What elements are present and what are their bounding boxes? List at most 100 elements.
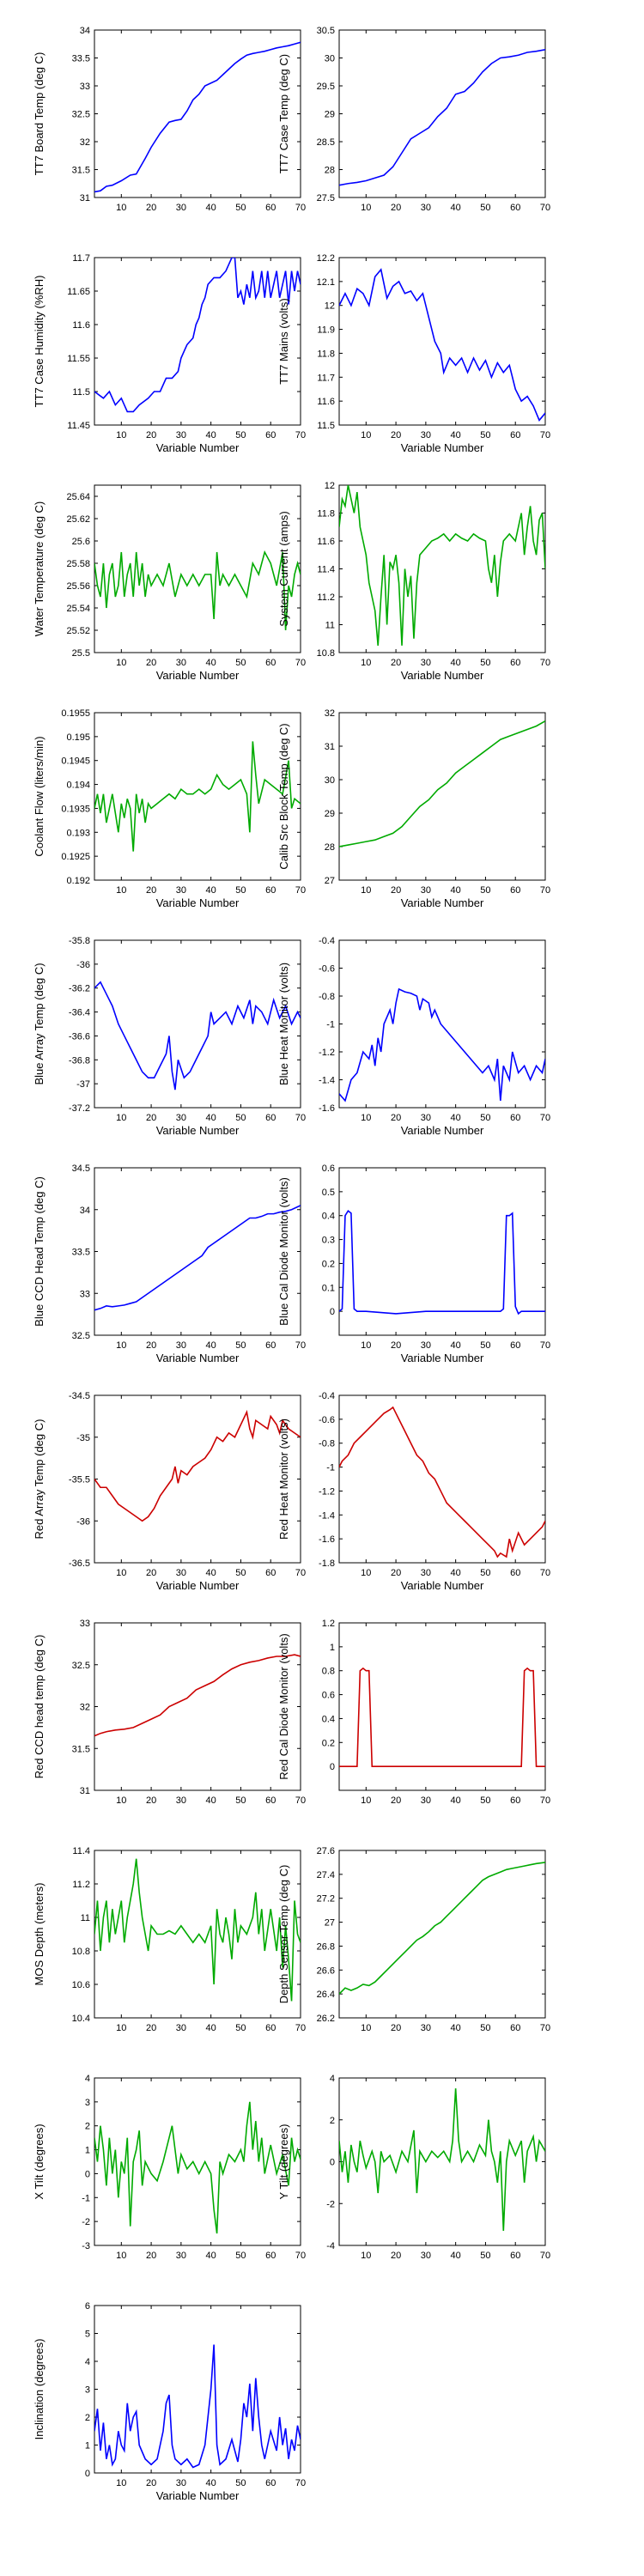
x-tick-label: 10 [116,430,126,440]
y-tick-label: 2 [85,2413,90,2423]
x-tick-label: 30 [421,2023,431,2033]
x-tick-label: 20 [146,1568,156,1578]
x-tick-label: 50 [235,1340,246,1351]
x-axis-label: Variable Number [401,441,484,454]
y-tick-label: 12 [325,481,335,491]
y-tick-label: 28 [325,842,335,853]
y-tick-label: 30.5 [317,26,335,36]
x-tick-label: 40 [206,1113,216,1123]
x-tick-label: 20 [391,1113,401,1123]
y-axis-label: Red Cal Diode Monitor (volts) [277,1633,290,1780]
y-tick-label: 4 [85,2357,90,2367]
x-tick-label: 70 [540,1568,550,1578]
x-tick-label: 60 [510,885,520,896]
x-tick-label: 40 [451,1113,461,1123]
y-tick-label: -1.2 [319,1486,335,1497]
y-tick-label: 27.5 [317,193,335,204]
x-tick-label: 10 [116,2023,126,2033]
y-tick-label: 0 [330,1762,335,1772]
x-tick-label: 20 [391,430,401,440]
y-tick-label: 11.7 [72,253,90,264]
y-tick-label: 33.5 [72,1248,90,1258]
x-tick-label: 40 [451,2023,461,2033]
y-tick-label: 11.5 [72,387,90,398]
y-tick-label: 32 [325,708,335,719]
plot-frame [94,712,301,881]
y-tick-label: 3 [85,2385,90,2396]
x-tick-label: 20 [391,2023,401,2033]
x-tick-label: 40 [451,430,461,440]
y-tick-label: 11 [81,1913,90,1923]
y-tick-label: 5 [85,2330,90,2340]
y-tick-label: 33 [80,82,90,92]
x-tick-label: 10 [361,1568,371,1578]
y-tick-label: 25.52 [66,626,90,636]
y-tick-label: 32.5 [72,1331,90,1341]
y-tick-label: -34.5 [69,1391,90,1401]
x-tick-label: 30 [176,2478,186,2488]
x-tick-label: 70 [295,658,306,668]
x-tick-label: 20 [391,2251,401,2261]
y-tick-label: -1 [82,2193,90,2203]
x-axis-label: Variable Number [401,1124,484,1137]
x-tick-label: 10 [361,1340,371,1351]
x-tick-label: 30 [176,430,186,440]
y-tick-label: 11.5 [317,421,335,431]
plot-frame [338,712,546,881]
y-tick-label: -35.5 [69,1475,90,1485]
y-tick-label: 34 [80,1206,90,1216]
x-tick-label: 10 [116,1340,126,1351]
series-line [339,48,545,186]
x-tick-label: 30 [176,2251,186,2261]
chart-panel-20: 10 20 30 40 50 60 70 -4 -2 0 2 4 Y Tilt (degrees) [277,2074,550,2261]
y-tick-label: 0.4 [322,1714,335,1724]
y-tick-label: 10.6 [72,1980,90,1990]
x-tick-label: 30 [176,1340,186,1351]
series-line [339,1667,545,1767]
y-axis-label: Blue Cal Diode Monitor (volts) [277,1177,290,1326]
y-tick-label: -36.4 [69,1008,90,1018]
chart-panel-15: 10 20 30 40 50 60 70 31 31.5 32 32.5 33 Red CCD head… [33,1619,306,1806]
chart-panel-12: 10 20 30 40 50 60 70 0 0.1 0.2 0.3 0.4 0.5 0.6 Blue Ca… [277,1163,550,1364]
x-tick-label: 40 [206,2478,216,2488]
x-tick-label: 10 [361,885,371,896]
y-tick-label: 25.58 [66,559,90,569]
plot-frame [94,1622,301,1791]
y-tick-label: -0.8 [319,992,335,1002]
x-tick-label: 20 [146,2023,156,2033]
y-tick-label: 25.54 [66,604,90,614]
y-tick-label: 11.4 [317,565,335,575]
y-tick-label: 0 [330,2158,335,2168]
y-tick-label: 0.1945 [61,756,90,767]
x-tick-label: 60 [510,1795,520,1806]
x-tick-label: 60 [510,1568,520,1578]
x-tick-label: 70 [295,1795,306,1806]
x-tick-label: 30 [421,203,431,213]
y-tick-label: 11.45 [67,421,90,431]
x-tick-label: 20 [391,1568,401,1578]
y-tick-label: 1 [330,1643,335,1653]
y-tick-label: -36.5 [69,1558,90,1569]
chart-panel-1: 10 20 30 40 50 60 70 31 31.5 32 32.5 33 33.5 34 TT7 Bo… [33,26,306,213]
x-tick-label: 10 [116,2478,126,2488]
y-tick-label: 25.64 [66,492,90,502]
x-tick-label: 70 [295,1340,306,1351]
y-tick-label: -0.6 [319,964,335,975]
y-axis-label: System Current (amps) [277,511,290,626]
chart-panel-6: 10 20 30 40 50 60 70 10.8 11 11.2 11.4 11.6 11.8 12 Sy… [277,481,550,682]
y-tick-label: -36.8 [69,1055,90,1066]
y-tick-label: 31.5 [72,166,90,176]
x-tick-label: 50 [235,2251,246,2261]
series-line [94,1409,301,1522]
x-tick-label: 20 [146,1113,156,1123]
x-tick-label: 10 [116,658,126,668]
y-tick-label: 0.6 [322,1691,335,1701]
y-tick-label: 0 [85,2469,90,2479]
x-tick-label: 20 [391,885,401,896]
y-tick-label: 32 [80,1703,90,1713]
y-tick-label: -4 [326,2241,335,2251]
series-line [94,981,301,1091]
x-tick-label: 30 [176,1113,186,1123]
plot-frame [338,1167,546,1336]
